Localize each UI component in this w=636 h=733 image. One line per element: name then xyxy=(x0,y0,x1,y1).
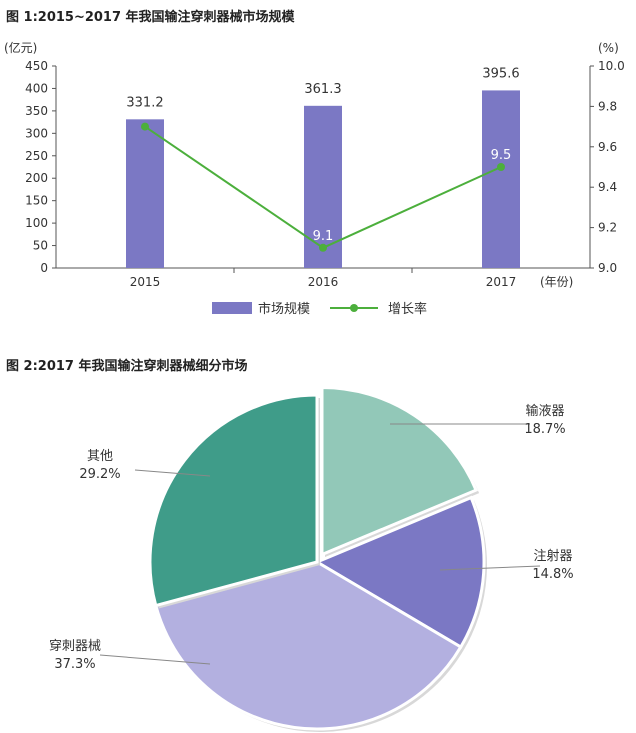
y-tick-label: 0 xyxy=(40,261,48,275)
y2-tick-label: 9.2 xyxy=(598,221,617,235)
y-tick-label: 400 xyxy=(25,81,48,95)
pie-slice-value-label: 37.3% xyxy=(54,657,95,672)
pie-slice-value-label: 14.8% xyxy=(532,567,573,582)
bar xyxy=(126,119,164,268)
y-tick-label: 250 xyxy=(25,149,48,163)
growth-point xyxy=(319,243,327,252)
y2-tick-label: 9.6 xyxy=(598,140,617,154)
y-tick-label: 450 xyxy=(25,59,48,73)
legend-line-marker xyxy=(350,304,358,312)
pie-slice-name: 其他 xyxy=(87,449,113,464)
pie-leader-line xyxy=(99,654,211,665)
y2-tick-label: 9.4 xyxy=(598,180,617,194)
bar-value-label: 331.2 xyxy=(126,95,163,110)
pie-slice-name: 输液器 xyxy=(525,403,564,419)
y2-tick-label: 9.0 xyxy=(598,261,617,275)
chart1-title: 图 1:2015~2017 年我国输注穿刺器械市场规模 xyxy=(6,10,295,25)
pie-slice-name: 注射器 xyxy=(533,548,572,564)
growth-value-label: 9.5 xyxy=(491,148,512,163)
growth-point xyxy=(497,163,505,171)
y2-unit-label: (%) xyxy=(598,41,619,55)
pie-slice xyxy=(320,386,479,557)
y2-tick-label: 9.8 xyxy=(598,99,617,113)
pie-leader-line xyxy=(439,565,541,571)
bar-value-label: 395.6 xyxy=(482,66,519,81)
pie-leader-line xyxy=(134,469,211,477)
x-tick-label: 2017 xyxy=(486,275,517,289)
pie-slice xyxy=(148,393,319,608)
y-tick-label: 350 xyxy=(25,104,48,118)
x-tick-label: 2016 xyxy=(308,275,339,289)
bar xyxy=(482,90,520,268)
pie-slice-value-label: 18.7% xyxy=(524,422,565,437)
y-unit-label: (亿元) xyxy=(4,40,37,55)
y2-tick-label: 10.0 xyxy=(598,59,625,73)
legend-bar-swatch xyxy=(212,302,252,314)
y-tick-label: 300 xyxy=(25,126,48,140)
bar-value-label: 361.3 xyxy=(304,82,341,97)
growth-point xyxy=(141,122,149,131)
bar-line-chart: 0 50 100 150 200 250 300 350 400 450 9.0 9.2 9.4 9.6 9… xyxy=(4,40,625,317)
x-unit-label: (年份) xyxy=(540,275,573,289)
pie-slice xyxy=(153,560,463,731)
growth-value-label: 9.1 xyxy=(313,229,334,244)
y-tick-label: 50 xyxy=(33,239,48,253)
growth-value-label: 9.7 xyxy=(135,108,156,123)
y-tick-label: 150 xyxy=(25,194,48,208)
pie-slice-name: 穿刺器械 xyxy=(49,638,101,654)
y-tick-label: 100 xyxy=(25,216,48,230)
pie-slice xyxy=(313,495,486,650)
y-tick-label: 200 xyxy=(25,171,48,185)
x-tick-label: 2015 xyxy=(130,275,161,289)
chart2-title: 图 2:2017 年我国输注穿刺器械细分市场 xyxy=(6,359,248,374)
legend-bar-label: 市场规模 xyxy=(258,301,310,317)
legend-line-label: 增长率 xyxy=(388,301,427,317)
pie-slice-value-label: 29.2% xyxy=(79,467,120,482)
